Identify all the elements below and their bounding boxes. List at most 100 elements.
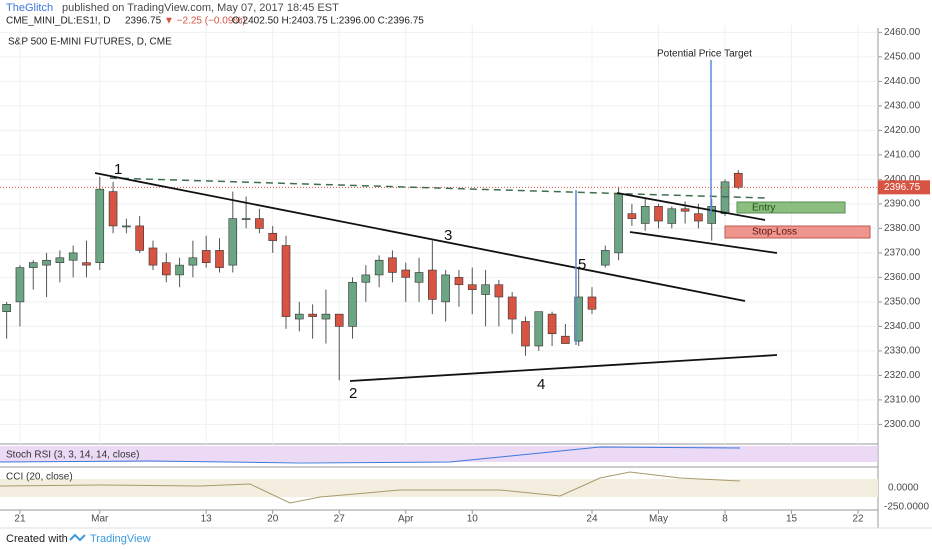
candle-body — [614, 193, 623, 254]
x-tick-label: 21 — [14, 514, 26, 525]
indicator-name: CCI (20, close) — [6, 472, 73, 483]
y-tick-label: 2330.00 — [884, 346, 921, 357]
x-tick-label: 27 — [334, 514, 346, 525]
x-tick-label: 22 — [852, 514, 864, 525]
x-tick-label: 20 — [267, 514, 279, 525]
y-tick-label: 2300.00 — [884, 419, 921, 430]
candle-body — [361, 274, 371, 283]
candle-body — [161, 262, 171, 276]
ohlc: O:2402.50 H:2403.75 L:2396.00 C:2396.75 — [232, 16, 424, 27]
trendline — [616, 192, 766, 221]
annotation: Stop-Loss — [752, 227, 797, 238]
change: ▼ −2.25 (−0.09%) — [164, 16, 246, 27]
y-tick-label: 2410.00 — [884, 150, 921, 161]
candle-body — [228, 218, 238, 266]
y-tick-label: 2390.00 — [884, 199, 921, 210]
cci-line — [0, 471, 741, 504]
candle-body — [148, 247, 158, 266]
candle-body — [667, 208, 677, 224]
candle-body — [68, 252, 78, 261]
candle-body — [734, 172, 743, 188]
candle-body — [241, 218, 251, 220]
footer-text: Created with — [6, 533, 68, 545]
x-tick-label: 15 — [786, 514, 798, 525]
candle-body — [42, 259, 51, 266]
y-tick-label: 2450.00 — [884, 51, 921, 62]
candle-body — [454, 277, 464, 286]
candle-body — [188, 257, 198, 266]
candle-body — [521, 321, 530, 347]
candle-body — [587, 296, 597, 310]
candle-body — [547, 313, 557, 335]
y-tick-label: 2360.00 — [884, 272, 921, 283]
stop-box — [724, 225, 871, 239]
annotation: Potential Price Target — [657, 49, 752, 60]
dashed-line — [109, 177, 766, 199]
last-price-tag — [878, 180, 930, 195]
annotation: Entry — [752, 203, 775, 214]
logo — [69, 533, 86, 542]
trendline — [94, 172, 746, 302]
candle-body — [561, 335, 570, 344]
x-tick-label: 24 — [586, 514, 598, 525]
indicator-name: Stoch RSI (3, 3, 14, 14, close) — [6, 450, 139, 461]
last: 2396.75 — [125, 16, 162, 27]
candle-body — [640, 206, 650, 224]
x-tick-label: 10 — [467, 514, 479, 525]
candle-body — [720, 181, 730, 214]
candle-body — [95, 188, 105, 263]
x-tick-label: May — [649, 514, 668, 525]
candle-body — [388, 257, 397, 273]
candle-body — [441, 274, 450, 303]
candle-body — [308, 313, 317, 317]
candle-body — [28, 262, 38, 268]
candle-body — [215, 250, 224, 268]
candle-body — [401, 269, 411, 278]
candle-body — [321, 313, 331, 320]
annotation: 5 — [578, 256, 586, 273]
trendline — [349, 354, 778, 382]
indicator-tick: 0.0000 — [888, 483, 919, 494]
candle-body — [281, 245, 291, 317]
y-tick-label: 2400.00 — [884, 174, 921, 185]
trendline — [629, 231, 778, 254]
stoch-line — [0, 446, 741, 464]
candle-body — [654, 206, 663, 222]
candle-body — [201, 250, 211, 263]
candle-body — [374, 259, 384, 276]
candle-body — [55, 257, 65, 263]
candle-body — [428, 269, 437, 300]
candle-body — [414, 272, 424, 283]
published: published on TradingView.com, May 07, 20… — [62, 2, 339, 14]
candle-body — [600, 250, 610, 266]
candle-body — [334, 313, 344, 327]
candle-body — [494, 284, 504, 298]
candle-body — [574, 296, 583, 342]
candle-body — [694, 213, 703, 222]
candle-body — [534, 311, 544, 347]
indicator-tick: -250.0000 — [884, 502, 929, 513]
y-tick-label: 2420.00 — [884, 125, 921, 136]
candle-body — [108, 191, 118, 227]
y-tick-label: 2430.00 — [884, 101, 921, 112]
candle-body — [82, 262, 91, 266]
stoch-band — [0, 446, 878, 462]
y-tick-label: 2460.00 — [884, 27, 921, 38]
x-tick-label: 13 — [201, 514, 213, 525]
annotation: 1 — [114, 161, 122, 178]
author[interactable]: TheGlitch — [6, 2, 53, 14]
candle-body — [627, 213, 637, 219]
footer-brand[interactable]: TradingView — [90, 533, 151, 545]
y-tick-label: 2320.00 — [884, 370, 921, 381]
candle-body — [135, 225, 144, 251]
candle-body — [348, 281, 357, 327]
x-tick-label: Apr — [398, 514, 414, 525]
candle-body — [467, 284, 477, 290]
x-tick-label: Mar — [91, 514, 109, 525]
y-tick-label: 2350.00 — [884, 297, 921, 308]
candle-body — [175, 264, 184, 276]
entry-box — [736, 201, 846, 214]
chart-title: S&P 500 E-MINI FUTURES, D, CME — [8, 37, 172, 48]
symbol: CME_MINI_DL:ES1!, D — [6, 16, 110, 27]
y-tick-label: 2440.00 — [884, 76, 921, 87]
